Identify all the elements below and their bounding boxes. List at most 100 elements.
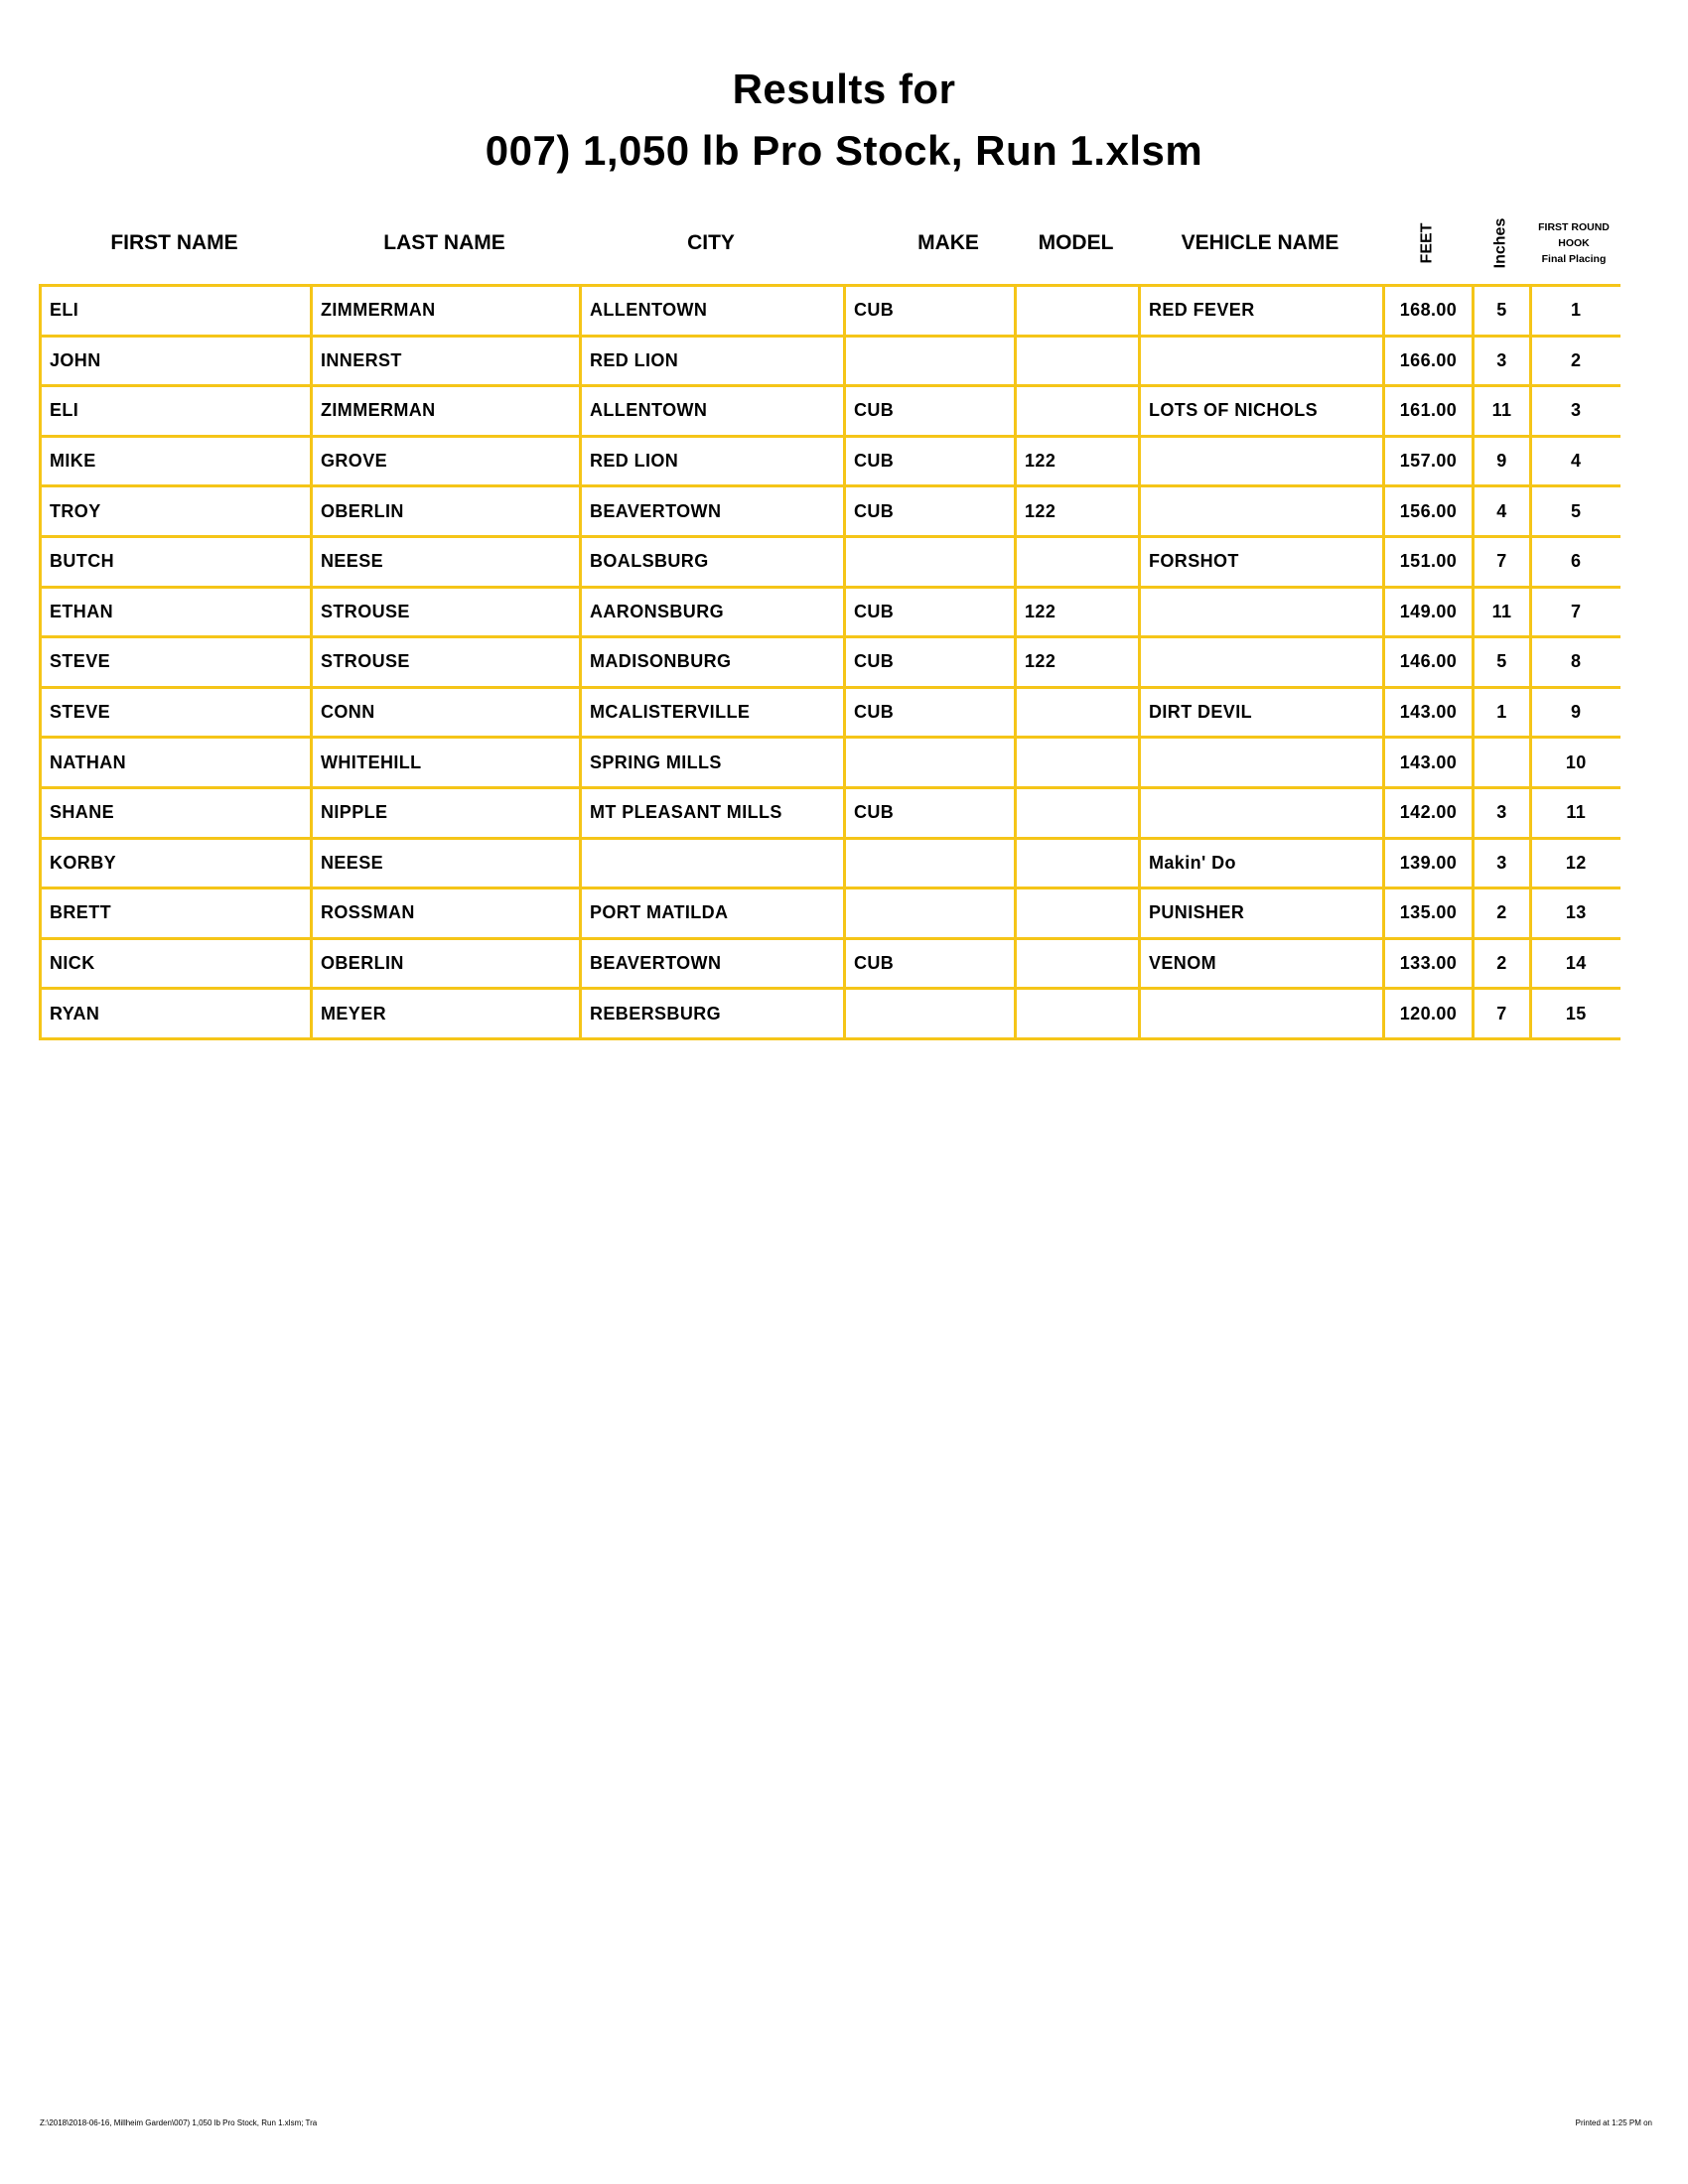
cell-model [1014, 284, 1140, 338]
cell-first-name: ELI [39, 284, 312, 338]
cell-placing: 14 [1529, 936, 1620, 991]
cell-placing: 2 [1529, 334, 1620, 388]
cell-inches: 2 [1472, 887, 1531, 940]
cell-last-name: NEESE [310, 534, 581, 589]
cell-city: MADISONBURG [579, 635, 845, 689]
cell-model: 122 [1014, 484, 1140, 538]
cell-first-name: RYAN [39, 987, 312, 1040]
header-vehicle-name: VEHICLE NAME [1181, 231, 1339, 254]
cell-vehicle-name: RED FEVER [1138, 284, 1384, 338]
table-row: NICK OBERLIN BEAVERTOWN CUB VENOM 133.00 2 14 [39, 936, 1620, 991]
cell-inches: 11 [1472, 384, 1531, 438]
cell-make: CUB [843, 585, 1016, 639]
cell-make: CUB [843, 936, 1016, 991]
cell-first-name: NICK [39, 936, 312, 991]
cell-city: BEAVERTOWN [579, 484, 845, 538]
cell-inches: 4 [1472, 484, 1531, 538]
table-row: ELI ZIMMERMAN ALLENTOWN CUB RED FEVER 168.00 5… [39, 284, 1620, 338]
cell-placing: 5 [1529, 484, 1620, 538]
cell-inches: 3 [1472, 334, 1531, 388]
cell-inches: 7 [1472, 987, 1531, 1040]
cell-inches: 2 [1472, 936, 1531, 991]
cell-last-name: STROUSE [310, 585, 581, 639]
cell-vehicle-name: Makin' Do [1138, 836, 1384, 890]
cell-inches [1472, 736, 1531, 789]
cell-model: 122 [1014, 585, 1140, 639]
cell-city: SPRING MILLS [579, 736, 845, 789]
cell-feet: 156.00 [1382, 484, 1474, 538]
cell-vehicle-name [1138, 585, 1384, 639]
cell-first-name: STEVE [39, 635, 312, 689]
cell-model [1014, 836, 1140, 890]
cell-make [843, 836, 1016, 890]
header-first-round: FIRST ROUND [1538, 221, 1610, 233]
cell-feet: 146.00 [1382, 635, 1474, 689]
cell-last-name: INNERST [310, 334, 581, 388]
cell-placing: 13 [1529, 887, 1620, 940]
cell-make: CUB [843, 434, 1016, 488]
header-final-placing: Final Placing [1541, 253, 1607, 265]
cell-last-name: GROVE [310, 434, 581, 488]
cell-placing: 1 [1529, 284, 1620, 338]
cell-vehicle-name [1138, 987, 1384, 1040]
cell-model [1014, 534, 1140, 589]
cell-feet: 120.00 [1382, 987, 1474, 1040]
cell-model [1014, 785, 1140, 840]
cell-placing: 10 [1529, 736, 1620, 789]
cell-vehicle-name [1138, 736, 1384, 789]
cell-inches: 11 [1472, 585, 1531, 639]
cell-city: RED LION [579, 334, 845, 388]
header-first-name: FIRST NAME [110, 231, 238, 254]
header-hook: HOOK [1558, 237, 1590, 249]
cell-vehicle-name [1138, 484, 1384, 538]
cell-inches: 3 [1472, 836, 1531, 890]
table-row: KORBY NEESE Makin' Do 139.00 3 12 [39, 836, 1620, 890]
cell-feet: 161.00 [1382, 384, 1474, 438]
cell-model [1014, 685, 1140, 740]
cell-vehicle-name: LOTS OF NICHOLS [1138, 384, 1384, 438]
cell-city: ALLENTOWN [579, 384, 845, 438]
cell-first-name: JOHN [39, 334, 312, 388]
cell-placing: 7 [1529, 585, 1620, 639]
cell-last-name: ZIMMERMAN [310, 384, 581, 438]
title-line-1: Results for [732, 66, 956, 112]
header-city: CITY [687, 231, 735, 254]
cell-city: BEAVERTOWN [579, 936, 845, 991]
cell-first-name: ELI [39, 384, 312, 438]
footer-printed: Printed at 1:25 PM on [1575, 2118, 1652, 2127]
cell-vehicle-name: FORSHOT [1138, 534, 1384, 589]
cell-feet: 142.00 [1382, 785, 1474, 840]
cell-vehicle-name: VENOM [1138, 936, 1384, 991]
header-model: MODEL [1038, 231, 1114, 254]
results-table: ELI ZIMMERMAN ALLENTOWN CUB RED FEVER 168.00 5… [39, 284, 1620, 1040]
cell-city: PORT MATILDA [579, 887, 845, 940]
cell-feet: 157.00 [1382, 434, 1474, 488]
table-row: ELI ZIMMERMAN ALLENTOWN CUB LOTS OF NICHOLS 1… [39, 384, 1620, 438]
cell-placing: 3 [1529, 384, 1620, 438]
cell-inches: 9 [1472, 434, 1531, 488]
cell-first-name: TROY [39, 484, 312, 538]
cell-make: CUB [843, 785, 1016, 840]
cell-first-name: NATHAN [39, 736, 312, 789]
cell-last-name: ZIMMERMAN [310, 284, 581, 338]
cell-model [1014, 936, 1140, 991]
header-inches: Inches [1472, 213, 1529, 273]
cell-model [1014, 384, 1140, 438]
cell-last-name: STROUSE [310, 635, 581, 689]
cell-make: CUB [843, 384, 1016, 438]
cell-first-name: STEVE [39, 685, 312, 740]
header-make: MAKE [917, 231, 979, 254]
cell-feet: 139.00 [1382, 836, 1474, 890]
cell-feet: 143.00 [1382, 736, 1474, 789]
cell-make: CUB [843, 685, 1016, 740]
cell-city: MT PLEASANT MILLS [579, 785, 845, 840]
cell-city: RED LION [579, 434, 845, 488]
cell-feet: 166.00 [1382, 334, 1474, 388]
cell-make [843, 534, 1016, 589]
cell-inches: 1 [1472, 685, 1531, 740]
cell-inches: 3 [1472, 785, 1531, 840]
cell-inches: 5 [1472, 635, 1531, 689]
cell-first-name: BUTCH [39, 534, 312, 589]
header-inches-label: Inches [1491, 217, 1508, 269]
cell-first-name: MIKE [39, 434, 312, 488]
